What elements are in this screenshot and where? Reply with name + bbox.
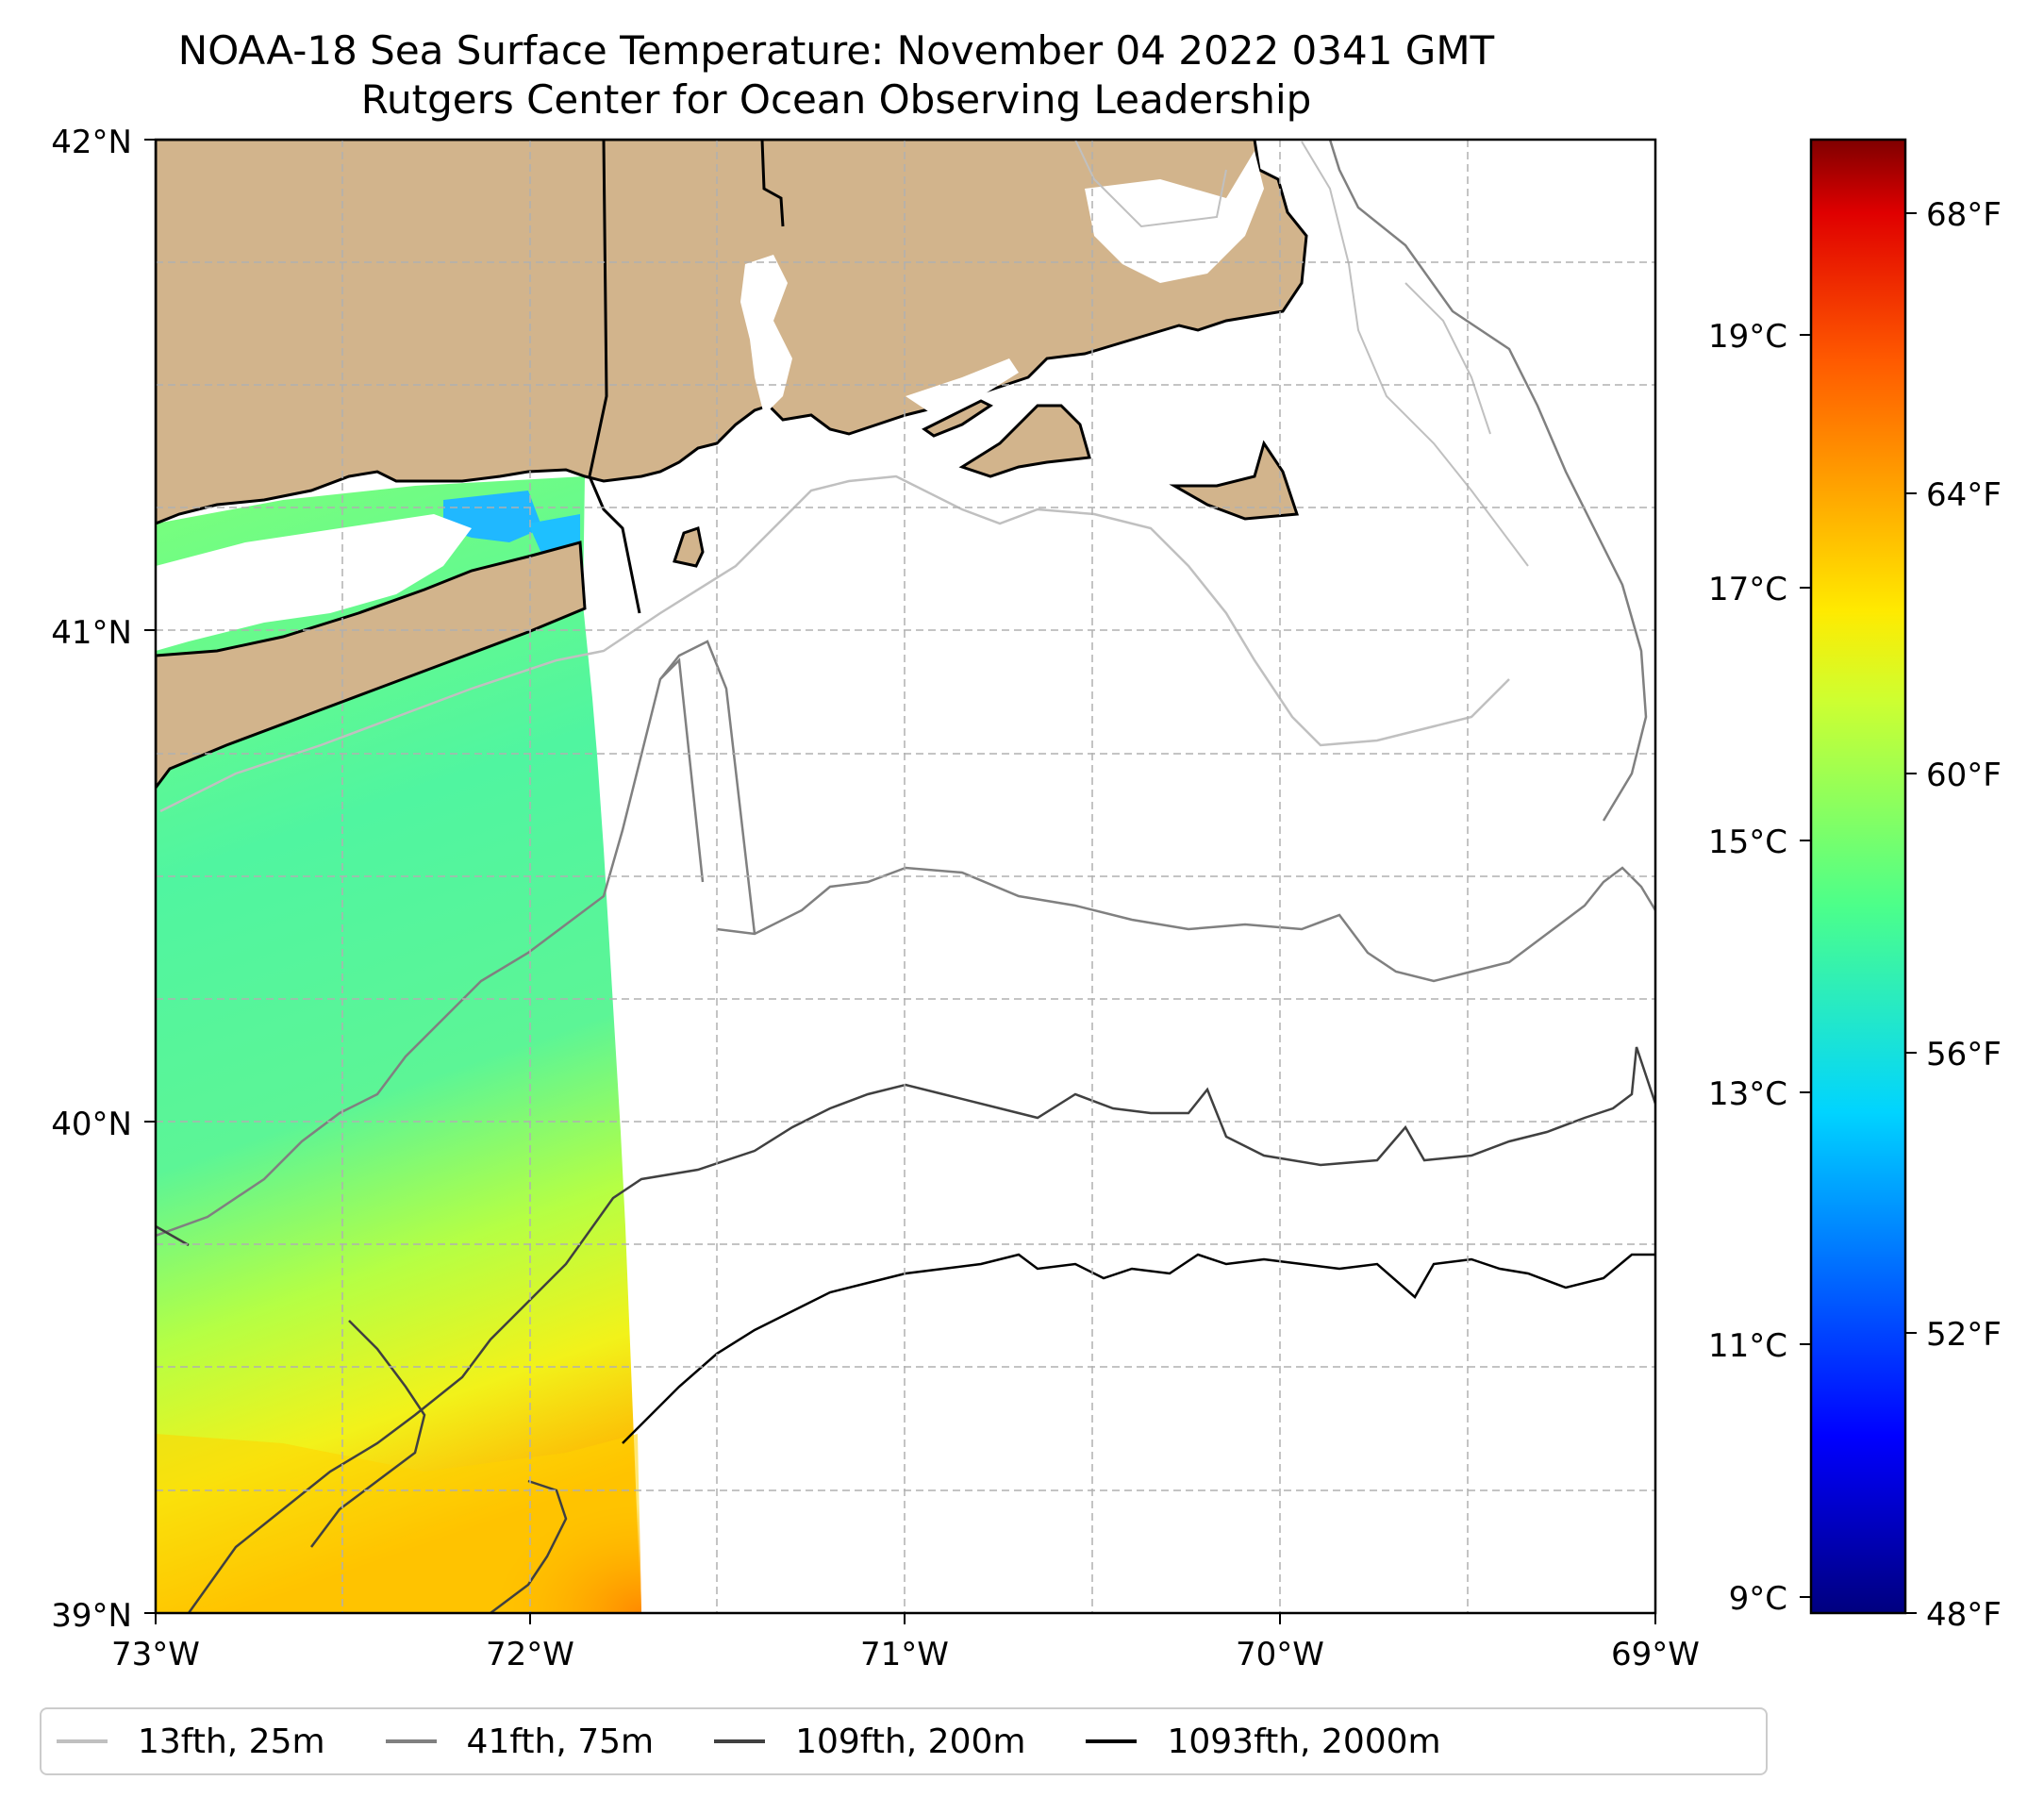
depth-legend: 13fth, 25m 41fth, 75m 109fth, 200m 1093f… [40,1707,1768,1775]
land-nantucket [1169,440,1300,521]
colorbar-c-9: 9°C [1729,1580,1787,1618]
state-boundary [588,140,641,614]
legend-item-200m: 109fth, 200m [699,1722,1025,1761]
bathy-75m [156,640,1655,1238]
land-marthas-vineyard [958,404,1091,478]
land-elizabeth-islands [922,399,993,438]
legend-label-75m: 41fth, 75m [466,1722,655,1761]
bathy-2000m [622,1253,1655,1444]
map-subtitle: Rutgers Center for Ocean Observing Leade… [360,76,1312,123]
colorbar-fahrenheit-ticks [1905,212,1917,1614]
colorbar [1809,138,1907,1615]
colorbar-c-17: 17°C [1708,571,1787,608]
lon-label-69: 69°W [1611,1636,1700,1673]
legend-line-75m [385,1739,437,1743]
gridlines [156,140,1655,1613]
lon-label-71: 71°W [860,1636,949,1673]
land-block-island [673,526,705,568]
colorbar-c-13: 13°C [1708,1075,1787,1113]
bathy-25m-b [1074,140,1529,567]
legend-item-25m: 13fth, 25m [42,1722,325,1761]
axis-ticks [144,139,1656,1624]
legend-label-200m: 109fth, 200m [795,1722,1026,1761]
lon-label-72: 72°W [486,1636,574,1673]
state-boundary-2 [760,140,785,227]
legend-item-2000m: 1093fth, 2000m [1071,1722,1441,1761]
bathy-25m [159,474,1510,813]
legend-line-200m [714,1739,766,1743]
cape-cod-bay [1085,151,1264,283]
lat-label-42: 42°N [51,124,132,161]
colorbar-f-52: 52°F [1926,1316,2002,1354]
legend-item-75m: 41fth, 75m [371,1722,655,1761]
sst-yellow-band [156,1434,641,1613]
legend-line-25m [57,1739,108,1743]
colorbar-f-68: 68°F [1926,196,2002,234]
lat-label-40: 40°N [51,1106,132,1143]
narragansett-bay [740,255,792,415]
legend-label-2000m: 1093fth, 2000m [1167,1722,1441,1761]
lon-label-73: 73°W [111,1636,200,1673]
colorbar-f-48: 48°F [1926,1596,2002,1634]
legend-line-2000m [1086,1739,1138,1743]
colorbar-c-15: 15°C [1708,824,1787,861]
colorbar-f-64: 64°F [1926,476,2002,514]
lat-label-41: 41°N [51,614,132,652]
bathy-75m-b [1328,140,1648,822]
buzzards-bay [906,358,1019,415]
map-title: NOAA-18 Sea Surface Temperature: Novembe… [177,27,1495,74]
colorbar-celsius-ticks [1800,334,1811,1598]
colorbar-c-19: 19°C [1708,318,1787,356]
long-island-sound [156,514,472,651]
bathy-200m-b [156,1224,568,1613]
lat-label-39: 39°N [51,1597,132,1635]
legend-label-25m: 13fth, 25m [138,1722,325,1761]
colorbar-c-11: 11°C [1708,1327,1787,1365]
land-new-england [156,140,1308,525]
bathy-200m [187,1046,1655,1613]
colorbar-f-60: 60°F [1926,757,2002,794]
lon-label-70: 70°W [1236,1636,1324,1673]
colorbar-f-56: 56°F [1926,1036,2002,1073]
